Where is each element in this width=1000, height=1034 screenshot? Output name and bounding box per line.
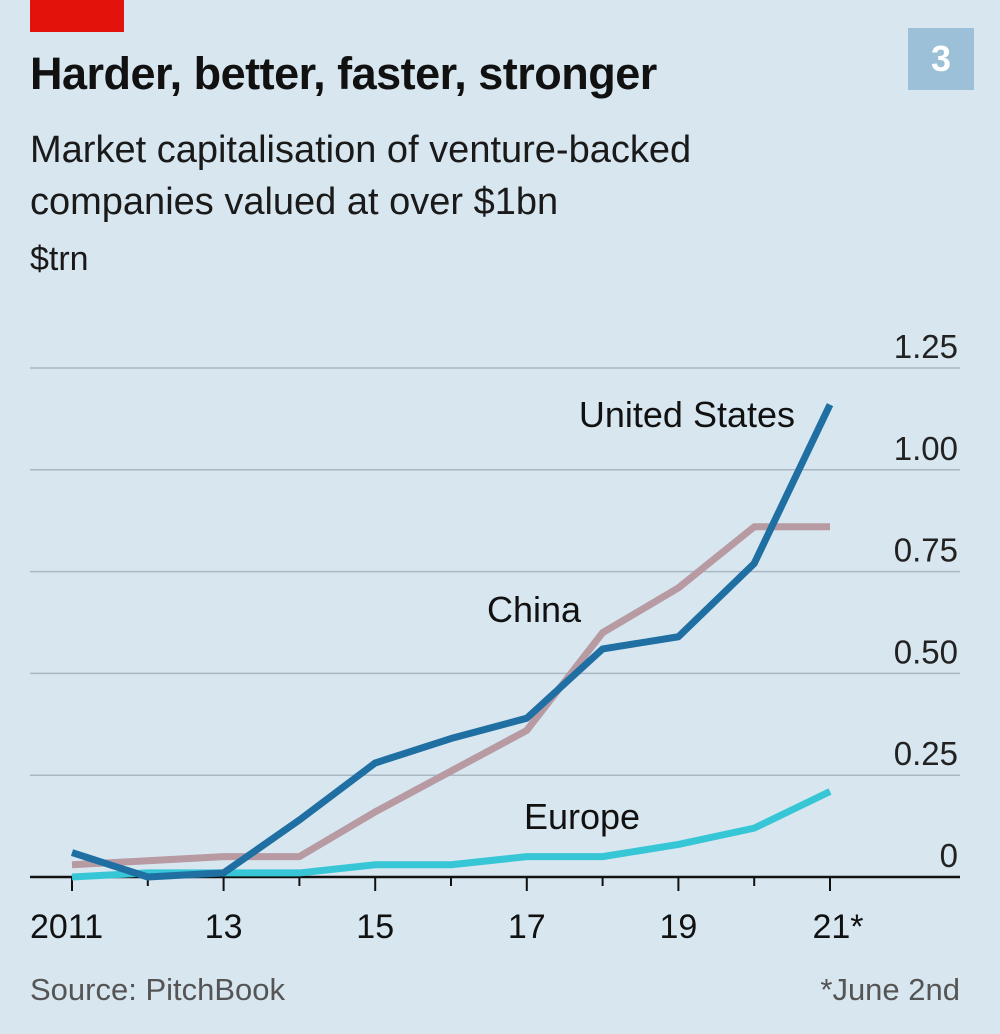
y-axis-ticks: 0 0.25 0.50 0.75 1.00 1.25: [894, 328, 958, 874]
x-tick-label: 2011: [30, 908, 103, 946]
series-label-china: China: [487, 589, 582, 630]
footnote: *June 2nd: [820, 972, 960, 1007]
chart-number-badge: 3: [908, 28, 974, 90]
series-lines: [70, 403, 834, 881]
y-tick-label: 1.25: [894, 328, 958, 365]
chart-subtitle: Market capitalisation of venture-backed …: [30, 129, 692, 223]
series-labels: United States China Europe: [487, 394, 795, 837]
grid-lines: [30, 367, 960, 776]
x-axis: 2011 13 15 17 19 21*: [30, 875, 960, 946]
series-line-europe: [71, 788, 832, 881]
series-label-europe: Europe: [524, 796, 640, 837]
y-tick-label: 0: [940, 837, 958, 874]
series-label-united-states: United States: [579, 394, 795, 435]
brand-red-tab: [30, 0, 124, 32]
y-tick-label: 0.75: [894, 532, 958, 569]
y-tick-label: 0.25: [894, 735, 958, 772]
source-note: Source: PitchBook: [30, 972, 286, 1007]
x-tick-label: 15: [356, 908, 394, 946]
x-tick-label: 13: [205, 908, 243, 946]
unit-label: $trn: [30, 240, 89, 278]
x-tick-label: 17: [508, 908, 546, 946]
y-tick-label: 1.00: [894, 430, 958, 467]
x-tick-label: 21*: [812, 908, 863, 946]
chart-title: Harder, better, faster, stronger: [30, 48, 657, 99]
x-tick-label: 19: [659, 908, 697, 946]
y-tick-label: 0.50: [894, 633, 958, 670]
series-line-china: [71, 523, 830, 869]
series-line-united-states: [70, 403, 834, 881]
